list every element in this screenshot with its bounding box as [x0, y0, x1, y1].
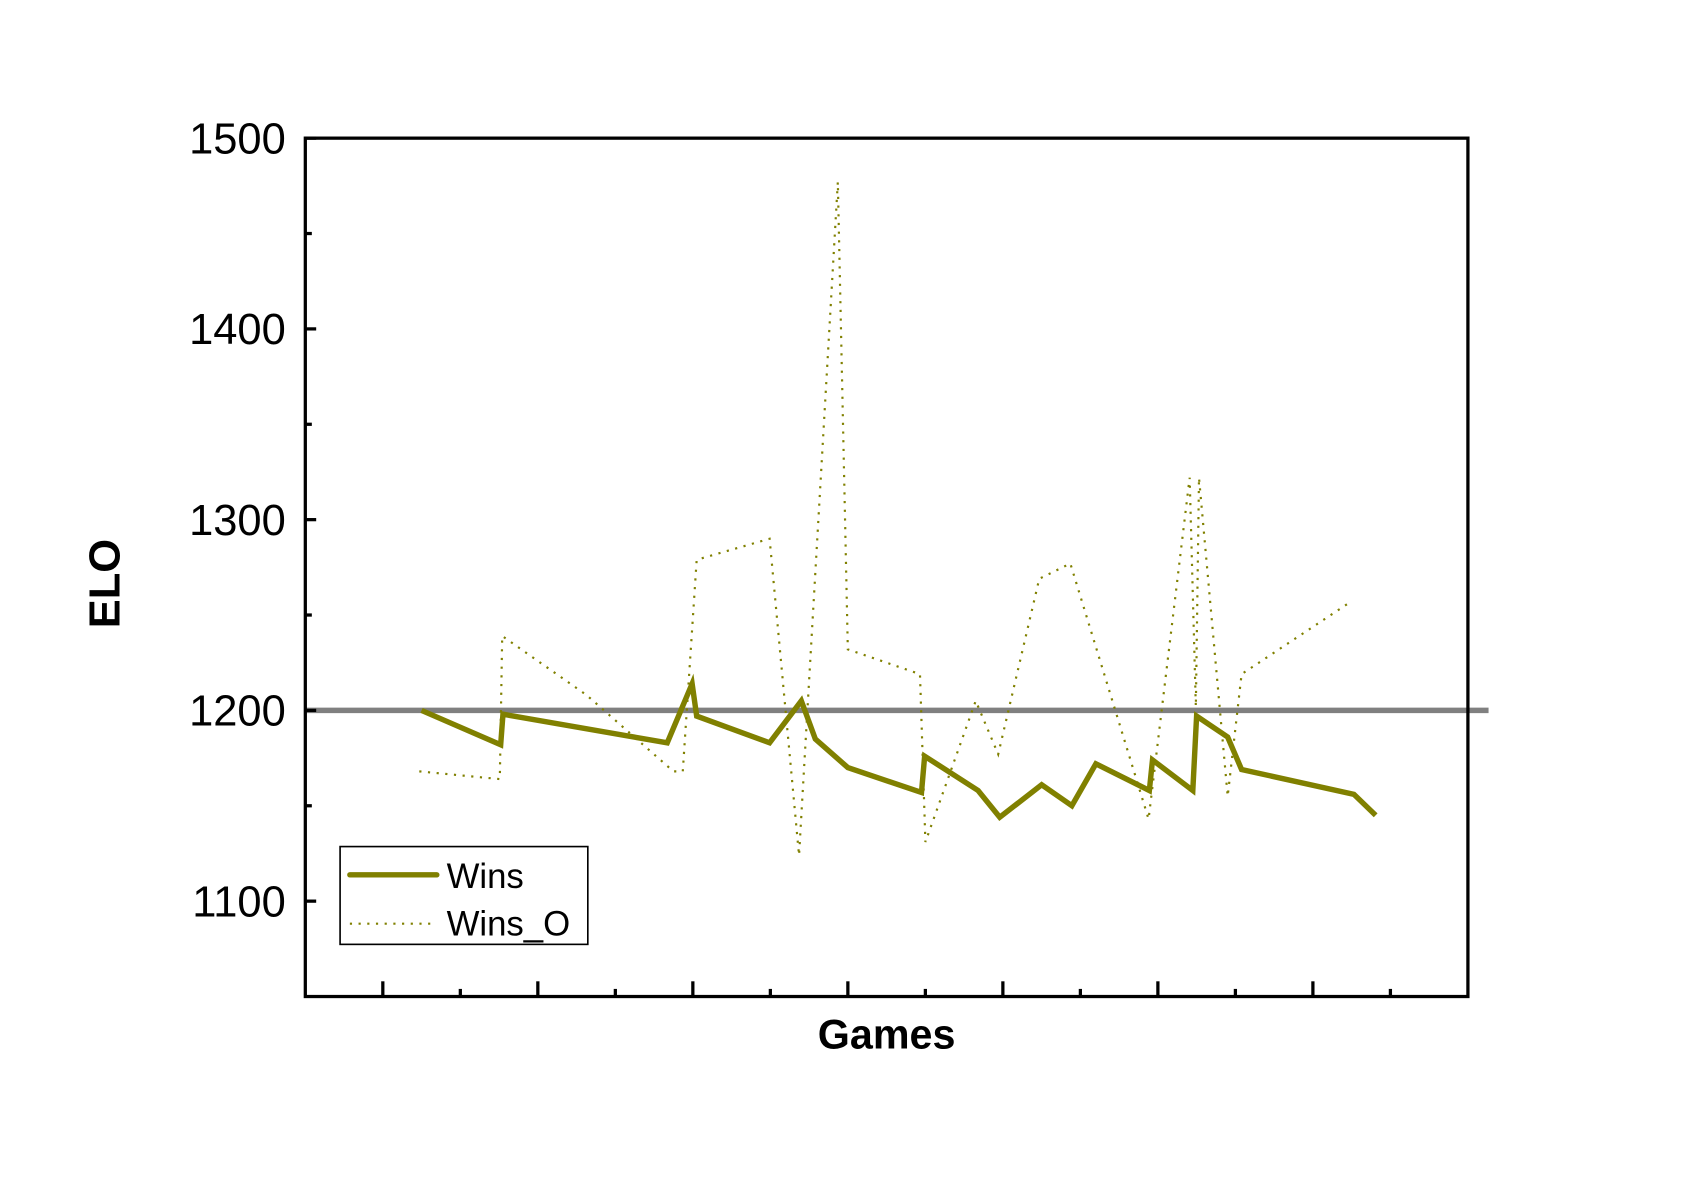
- legend-label-wins-o: Wins_O: [447, 906, 571, 944]
- series-line-wins-o: [419, 181, 1352, 856]
- legend-label-wins: Wins: [447, 858, 524, 896]
- y-tick-label: 1500: [189, 115, 286, 163]
- legend: Wins Wins_O: [339, 845, 589, 946]
- legend-box: [339, 845, 589, 946]
- y-tick-label: 1300: [189, 497, 286, 545]
- axis-ticks: [305, 136, 1393, 997]
- y-axis-label: ELO: [82, 539, 130, 628]
- y-tick-label: 1200: [189, 688, 286, 736]
- series-group: [419, 181, 1378, 856]
- y-tick-label: 1100: [192, 878, 285, 926]
- plot-frame: [303, 136, 1470, 999]
- series-line-wins: [420, 673, 1378, 822]
- y-tick-labels: 1100 1200 1300 1400 1500: [189, 115, 286, 926]
- x-axis-label: Games: [818, 1012, 956, 1058]
- y-tick-label: 1400: [189, 306, 286, 354]
